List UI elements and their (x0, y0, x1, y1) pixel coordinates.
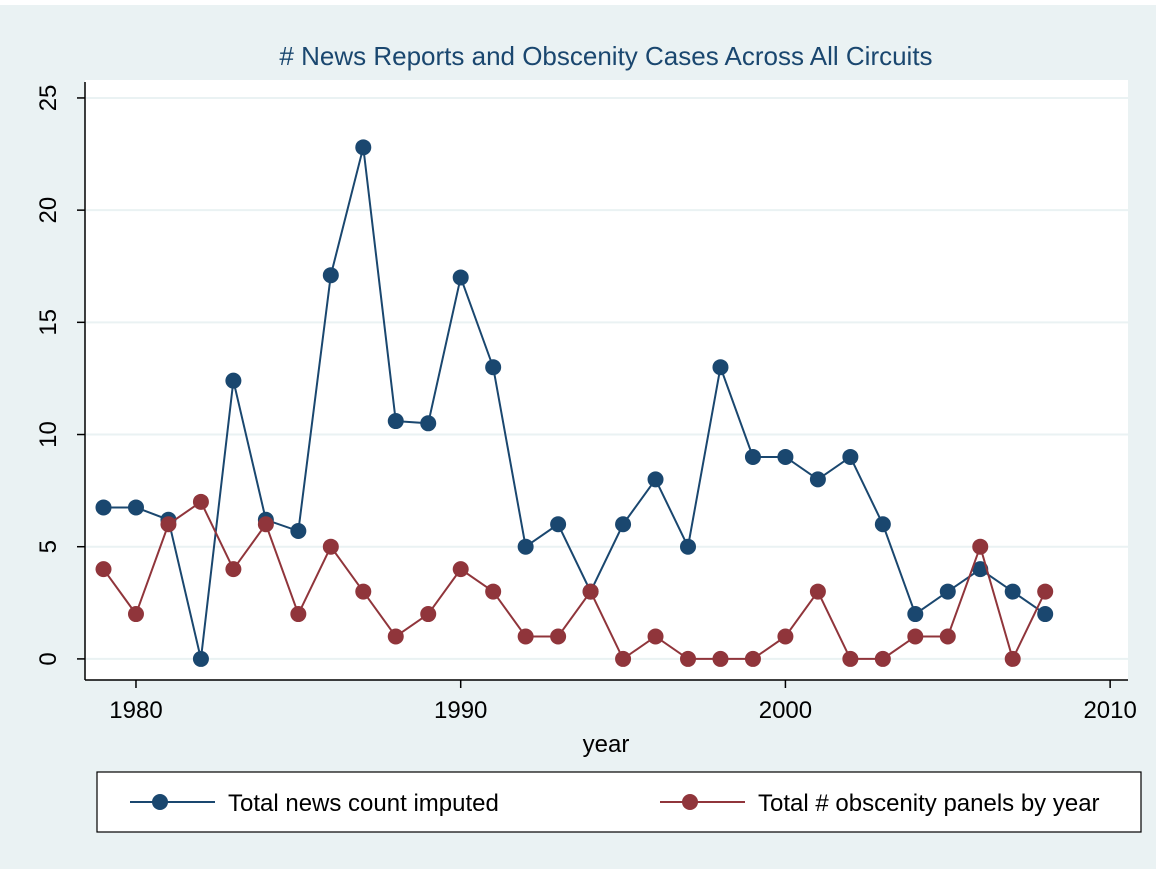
data-point (939, 628, 956, 645)
data-point (939, 583, 956, 600)
legend-label: Total # obscenity panels by year (758, 790, 1100, 817)
data-point (712, 650, 729, 667)
data-point (615, 650, 632, 667)
data-point (809, 583, 826, 600)
data-point (192, 650, 209, 667)
data-point (420, 606, 437, 623)
data-point (647, 628, 664, 645)
data-point (680, 538, 697, 555)
y-tick-label: 20 (35, 197, 62, 224)
data-point (127, 499, 144, 516)
data-point (809, 471, 826, 488)
legend-marker (682, 794, 698, 810)
data-point (355, 583, 372, 600)
legend-label: Total news count imputed (228, 790, 499, 817)
plot-area (85, 80, 1128, 680)
data-point (160, 516, 177, 533)
x-tick-label: 1990 (434, 697, 487, 724)
data-point (95, 499, 112, 516)
x-tick-label: 2000 (759, 697, 812, 724)
y-tick-label: 25 (35, 85, 62, 112)
data-point (874, 516, 891, 533)
data-point (842, 448, 859, 465)
data-point (290, 523, 307, 540)
data-point (127, 606, 144, 623)
data-point (485, 583, 502, 600)
data-point (842, 650, 859, 667)
data-point (907, 606, 924, 623)
data-point (712, 359, 729, 376)
data-point (355, 139, 372, 156)
data-point (517, 538, 534, 555)
data-point (1004, 583, 1021, 600)
data-point (322, 267, 339, 284)
y-tick-label: 10 (35, 421, 62, 448)
data-point (744, 650, 761, 667)
y-tick-label: 5 (35, 540, 62, 553)
data-point (387, 628, 404, 645)
data-point (452, 561, 469, 578)
data-point (615, 516, 632, 533)
x-tick-label: 1980 (109, 697, 162, 724)
chart-title: # News Reports and Obscenity Cases Acros… (279, 41, 932, 71)
data-point (744, 448, 761, 465)
data-point (322, 538, 339, 555)
data-point (777, 628, 794, 645)
data-point (1037, 606, 1054, 623)
data-point (192, 493, 209, 510)
data-point (452, 269, 469, 286)
y-tick-label: 0 (35, 652, 62, 665)
data-point (517, 628, 534, 645)
data-point (1037, 583, 1054, 600)
data-point (680, 650, 697, 667)
data-point (225, 372, 242, 389)
data-point (550, 628, 567, 645)
y-tick-label: 15 (35, 309, 62, 336)
data-point (972, 538, 989, 555)
data-point (777, 448, 794, 465)
data-point (420, 415, 437, 432)
data-point (582, 583, 599, 600)
data-point (550, 516, 567, 533)
data-point (290, 606, 307, 623)
data-point (647, 471, 664, 488)
x-axis-title: year (583, 731, 630, 758)
data-point (972, 561, 989, 578)
data-point (907, 628, 924, 645)
legend-marker (152, 794, 168, 810)
legend (96, 771, 1142, 833)
data-point (225, 561, 242, 578)
data-point (1004, 650, 1021, 667)
data-point (95, 561, 112, 578)
data-point (485, 359, 502, 376)
data-point (874, 650, 891, 667)
x-tick-label: 2010 (1083, 697, 1136, 724)
data-point (257, 516, 274, 533)
data-point (387, 413, 404, 430)
series-line (103, 147, 1046, 660)
